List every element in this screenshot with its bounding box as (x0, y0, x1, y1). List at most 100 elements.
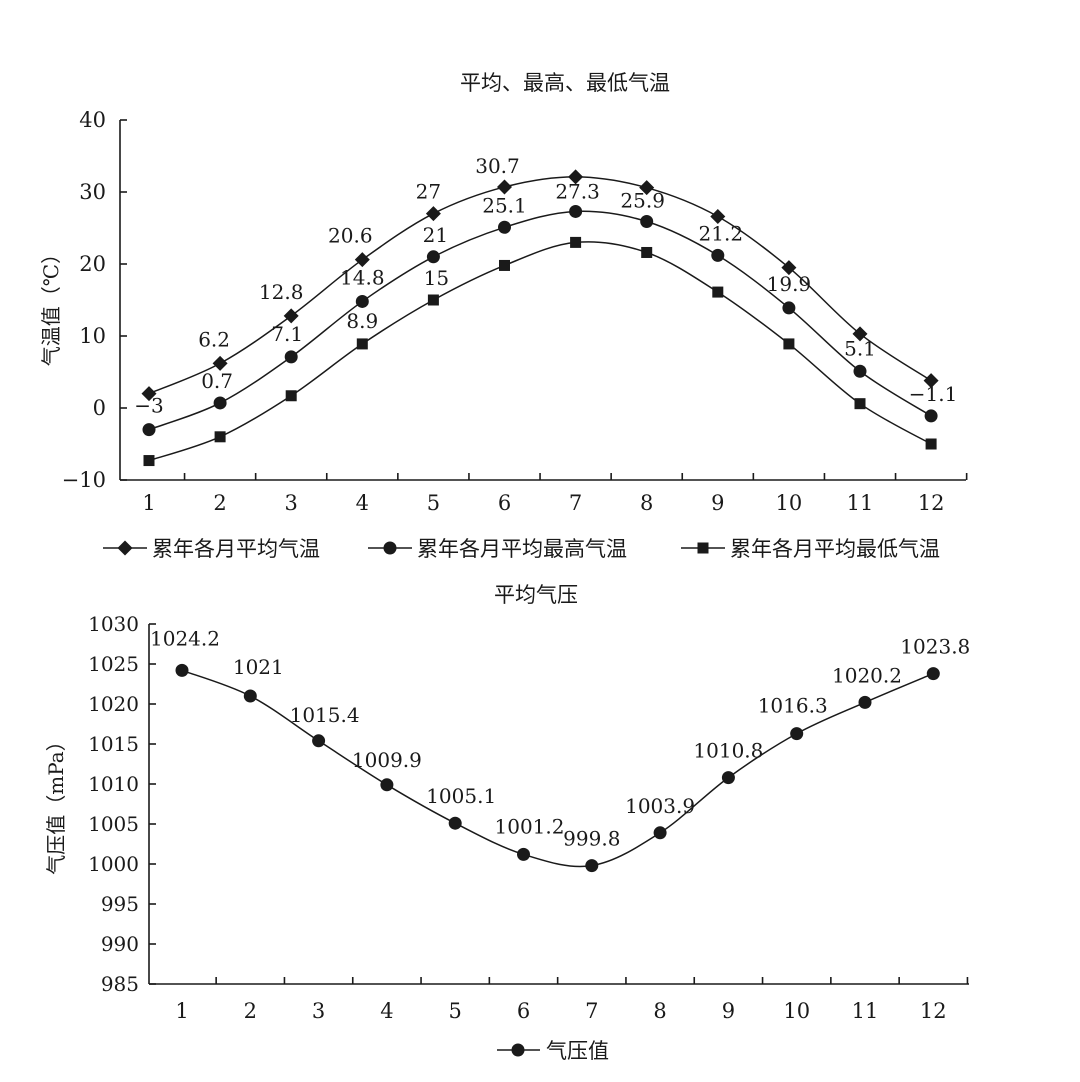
data-point (926, 667, 940, 681)
data-label: 1024.2 (150, 626, 220, 650)
data-label: 14.8 (340, 265, 385, 289)
data-label: 1001.2 (495, 814, 565, 838)
data-point (355, 294, 369, 308)
x-tick-label: 6 (498, 491, 511, 515)
data-point (653, 826, 667, 840)
chart2-legend: 气压值 (497, 1039, 609, 1063)
chart2-y-axis-label: 气压值（mPa） (44, 731, 68, 874)
x-tick-label: 10 (776, 491, 803, 515)
x-tick-label: 2 (244, 999, 257, 1023)
data-label: −3 (134, 394, 163, 418)
data-label: 1021 (233, 655, 284, 679)
y-tick-label: 20 (79, 252, 106, 276)
x-tick-label: 11 (847, 491, 874, 515)
legend-label-max-temp: 累年各月平均最高气温 (417, 537, 627, 561)
series-line (148, 176, 932, 395)
data-point (142, 423, 156, 437)
legend-label-min-temp: 累年各月平均最低气温 (730, 537, 940, 561)
data-label: 6.2 (198, 327, 230, 351)
data-label: 21 (423, 223, 448, 247)
y-tick-label: 1020 (88, 692, 139, 716)
data-point (426, 250, 440, 264)
data-label: 27.3 (555, 179, 600, 203)
y-tick-label: 1025 (88, 652, 139, 676)
y-tick-label: 1015 (88, 732, 139, 756)
data-label: 5.1 (844, 336, 876, 360)
x-tick-label: 3 (285, 491, 298, 515)
data-label: 1023.8 (900, 635, 970, 659)
legend-item-max-temp: 累年各月平均最高气温 (368, 537, 627, 561)
data-point (570, 236, 582, 248)
data-point (427, 294, 439, 306)
data-label: 20.6 (328, 224, 373, 248)
chart2-title: 平均气压 (494, 583, 578, 607)
chart1-title: 平均、最高、最低气温 (460, 71, 670, 95)
data-point (924, 409, 938, 423)
series-line (148, 241, 932, 462)
data-label: 1020.2 (832, 663, 902, 687)
data-label: 1015.4 (290, 703, 360, 727)
y-tick-label: 10 (79, 324, 106, 348)
x-tick-label: 12 (918, 491, 945, 515)
data-point (214, 431, 226, 443)
data-point (781, 260, 797, 276)
data-label: 12.8 (259, 280, 304, 304)
chart2-series (175, 663, 940, 873)
x-tick-label: 3 (312, 999, 325, 1023)
data-point (243, 689, 257, 703)
x-tick-label: 7 (569, 491, 582, 515)
data-point (497, 179, 512, 195)
x-tick-label: 9 (722, 999, 735, 1023)
data-point (283, 308, 299, 324)
data-label: 8.9 (346, 309, 378, 333)
chart1-series (141, 169, 939, 467)
circle-marker-icon (511, 1043, 525, 1057)
x-tick-label: 6 (517, 999, 530, 1023)
data-point (790, 727, 804, 741)
data-label: 27 (416, 180, 441, 204)
y-tick-label: 995 (101, 892, 139, 916)
x-tick-label: 4 (356, 491, 369, 515)
circle-marker-icon (383, 541, 397, 555)
x-tick-label: 9 (711, 491, 724, 515)
data-label: 15 (424, 266, 449, 290)
y-tick-label: 1000 (88, 852, 139, 876)
x-tick-label: 1 (142, 491, 155, 515)
data-point (143, 455, 155, 467)
y-tick-label: 40 (79, 108, 106, 132)
diamond-marker-icon (117, 540, 133, 556)
data-label: 30.7 (475, 154, 520, 178)
legend-item-min-temp: 累年各月平均最低气温 (681, 537, 940, 561)
data-point (639, 180, 655, 196)
data-label: 21.2 (699, 221, 744, 245)
data-label: 7.1 (271, 322, 303, 346)
data-label: 1010.8 (693, 739, 763, 763)
data-label: 25.9 (620, 189, 665, 213)
data-point (312, 734, 326, 748)
y-tick-label: −10 (62, 468, 106, 492)
data-point (284, 350, 298, 364)
data-label: 19.9 (767, 272, 812, 296)
y-tick-label: 0 (93, 396, 106, 420)
data-point (925, 438, 937, 450)
data-point (783, 338, 795, 350)
data-label: 1009.9 (352, 748, 422, 772)
data-point (854, 398, 866, 410)
data-point (568, 169, 584, 185)
data-point (721, 771, 735, 785)
y-tick-label: 1010 (88, 772, 139, 796)
data-point (499, 259, 510, 271)
chart1-data-labels: 6.2 12.8 20.6 27 30.7 −3 0.7 7.1 14.8 21 25.1 27.3 2… (134, 154, 957, 418)
data-point (711, 248, 725, 262)
data-point (853, 364, 867, 378)
y-tick-label: 30 (79, 180, 106, 204)
x-tick-label: 2 (213, 491, 226, 515)
data-point (782, 301, 796, 315)
data-label: 0.7 (201, 369, 233, 393)
x-tick-label: 5 (449, 999, 462, 1023)
data-label: 999.8 (563, 827, 620, 851)
